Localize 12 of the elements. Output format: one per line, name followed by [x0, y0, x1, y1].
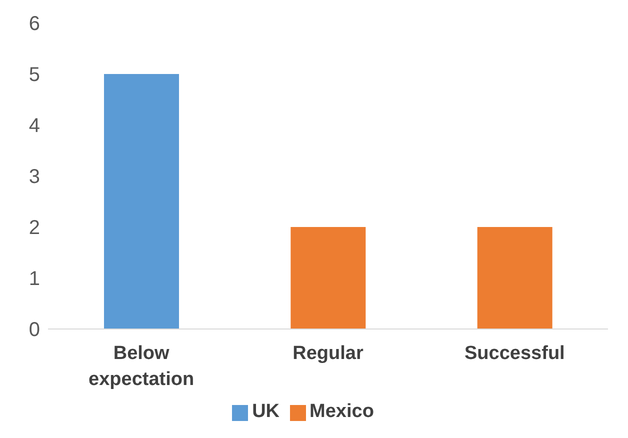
y-tick-label: 3 [28, 166, 40, 188]
x-tick-label: Regular [292, 343, 364, 364]
y-tick-label: 2 [28, 217, 40, 240]
x-tick-label: Successful [464, 343, 565, 364]
y-tick-label: 1 [28, 268, 40, 290]
legend-label: Mexico [310, 401, 374, 422]
x-tick-label: Below expectation [88, 343, 194, 390]
y-tick-label: 0 [28, 319, 40, 342]
y-tick-label: 4 [28, 115, 40, 138]
y-tick-label: 5 [28, 64, 40, 86]
y-tick-label: 6 [28, 13, 40, 36]
legend-label: UK [252, 401, 280, 422]
